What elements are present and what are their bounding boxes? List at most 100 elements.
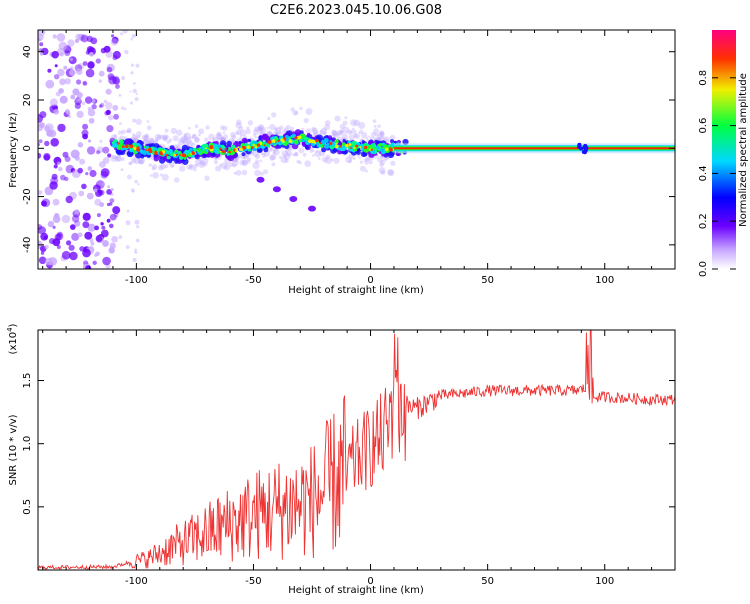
- ridge-core: [196, 148, 201, 153]
- x-tick-label: -50: [245, 576, 261, 587]
- ridge-haze: [186, 140, 194, 148]
- ridge-hotspot: [251, 146, 254, 149]
- noise-blob: [38, 152, 42, 159]
- ridge-haze: [126, 130, 130, 133]
- ridge-hotspot: [288, 139, 293, 144]
- noise-blob: [44, 123, 54, 132]
- noise-blob: [102, 157, 110, 164]
- y-tick-label: -40: [22, 237, 33, 253]
- ridge-hotspot: [224, 147, 227, 151]
- noise-blob: [130, 37, 133, 41]
- ridge-haze: [274, 127, 282, 135]
- ridge-haze: [119, 122, 122, 126]
- ridge-core: [265, 143, 269, 147]
- secondary-trace-point: [308, 205, 316, 212]
- spectrogram-frame: [37, 29, 676, 270]
- ridge-hotspot: [280, 138, 284, 142]
- ridge-haze: [312, 130, 319, 137]
- ridge-body: [321, 147, 327, 153]
- noise-blob: [56, 245, 61, 249]
- ridge-haze: [111, 155, 116, 160]
- noise-blob: [102, 146, 110, 154]
- secondary-trace-point: [289, 196, 298, 202]
- ridge-core: [292, 135, 295, 138]
- ridge-hotspot: [222, 150, 225, 154]
- noise-blob: [112, 104, 119, 111]
- noise-blob: [98, 79, 103, 83]
- ridge-haze: [203, 162, 208, 167]
- ridge-hotspot: [350, 147, 352, 149]
- ridge-core: [274, 137, 278, 141]
- blip-mark: [583, 148, 588, 153]
- ridge-haze: [353, 133, 358, 138]
- noise-blob: [45, 79, 55, 89]
- ridge-haze: [165, 135, 169, 139]
- secondary-trace-point: [256, 176, 265, 183]
- ridge-haze: [148, 137, 155, 145]
- ridge-haze: [163, 136, 168, 142]
- ridge-haze: [157, 164, 164, 171]
- noise-blob: [76, 96, 82, 102]
- noise-blob: [86, 35, 94, 43]
- noise-blob: [38, 33, 44, 41]
- noise-blob: [54, 213, 60, 219]
- ridge-haze: [136, 135, 141, 139]
- ridge-haze: [149, 137, 155, 143]
- ridge-haze: [323, 128, 327, 131]
- ridge-haze: [278, 125, 284, 131]
- ridge-core: [320, 139, 326, 145]
- ridge-haze: [331, 133, 335, 136]
- ridge-haze: [312, 149, 315, 153]
- ridge-haze: [166, 140, 171, 144]
- noise-blob: [38, 224, 43, 230]
- y-tick-label: 1.5: [22, 373, 33, 389]
- noise-blob: [100, 171, 109, 179]
- noise-blob: [38, 256, 47, 265]
- ridge-haze: [146, 139, 152, 145]
- ridge-haze: [252, 150, 259, 158]
- ridge-haze: [183, 137, 187, 141]
- ridge-body: [168, 159, 173, 164]
- ridge-haze: [235, 169, 242, 176]
- ridge-hotspot: [334, 144, 339, 149]
- ridge-haze: [348, 134, 355, 141]
- noise-blob: [70, 224, 76, 230]
- noise-blob: [64, 156, 71, 162]
- noise-blob: [132, 118, 137, 123]
- ridge-body: [258, 136, 262, 140]
- noise-blob: [100, 168, 110, 177]
- ridge-haze: [220, 125, 225, 130]
- noise-blob: [56, 33, 66, 42]
- ridge-core: [220, 144, 225, 149]
- noise-blob: [65, 195, 73, 204]
- noise-blob: [124, 49, 129, 55]
- ridge-core: [183, 157, 187, 160]
- noise-blob: [64, 78, 72, 85]
- ridge-core: [204, 148, 208, 152]
- ridge-core: [202, 144, 207, 148]
- y-tick-label: 1.0: [22, 436, 33, 452]
- ridge-haze: [373, 128, 379, 135]
- ridge-body: [342, 139, 346, 143]
- noise-blob: [41, 198, 51, 208]
- ridge-haze: [246, 159, 251, 164]
- noise-blob: [79, 246, 85, 252]
- ridge-haze: [286, 150, 293, 157]
- noise-blob: [108, 114, 114, 121]
- ridge-haze: [266, 126, 269, 130]
- ridge-haze: [162, 136, 168, 141]
- ridge-haze: [239, 134, 243, 138]
- noise-blob: [124, 107, 127, 111]
- ridge-haze: [130, 161, 133, 164]
- ridge-haze: [305, 128, 312, 135]
- noise-blob: [69, 57, 74, 62]
- ridge-haze: [345, 156, 352, 164]
- noise-blob: [74, 209, 80, 215]
- noise-blob: [135, 238, 140, 243]
- ridge-haze: [378, 167, 386, 174]
- noise-blob: [38, 114, 43, 123]
- ridge-haze: [350, 119, 357, 127]
- ridge-haze: [292, 110, 298, 116]
- ridge-haze: [185, 137, 192, 145]
- ridge-haze: [231, 159, 239, 167]
